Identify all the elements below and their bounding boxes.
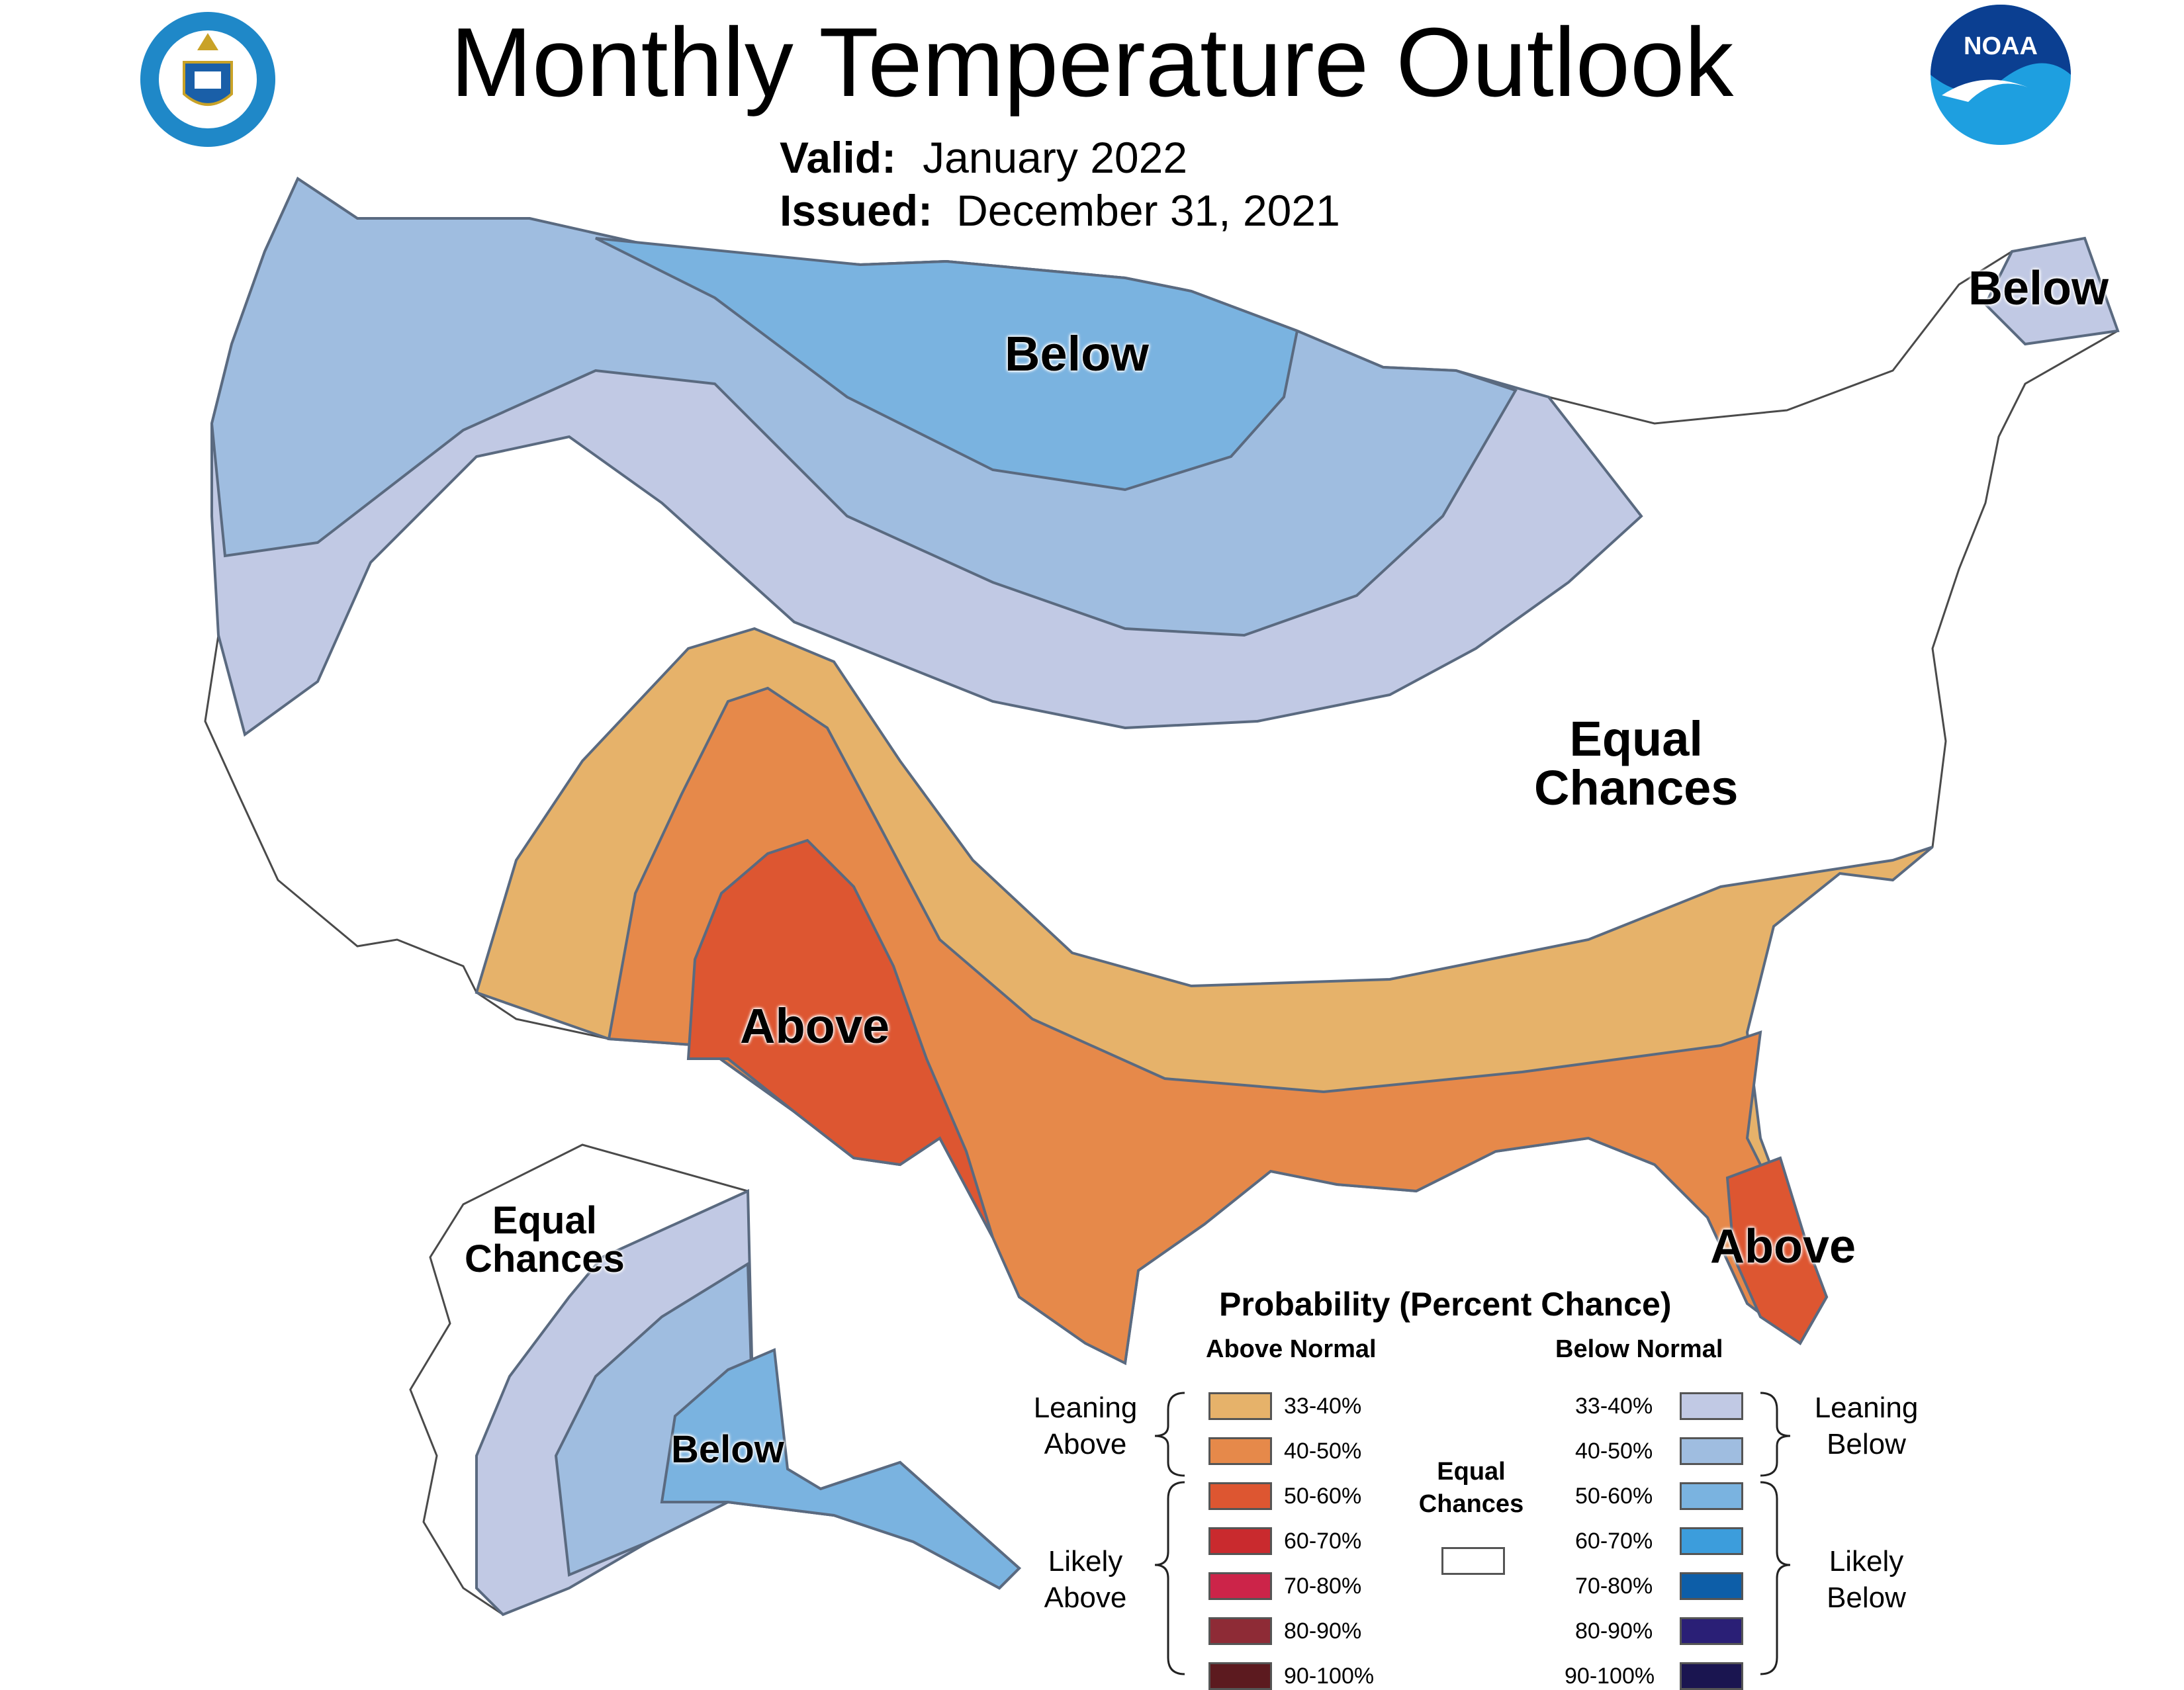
issued-value: December 31, 2021 xyxy=(956,186,1340,235)
conus-above-label: Above xyxy=(740,999,890,1053)
legend-title: Probability (Percent Chance) xyxy=(1219,1286,1672,1323)
below-range-33-40: 33-40% xyxy=(1575,1394,1653,1419)
above-50-60-zone xyxy=(686,838,994,1238)
above-range-90-100: 90-100% xyxy=(1284,1664,1375,1689)
legend-equal-chances-line1: Equal xyxy=(1437,1458,1506,1486)
below-swatch-50-60 xyxy=(1680,1482,1743,1510)
legend-equal-chances-line2: Chances xyxy=(1418,1490,1524,1519)
valid-value: January 2022 xyxy=(923,133,1188,182)
issued-row: Issued: December 31, 2021 xyxy=(780,184,1340,237)
maine-below-label: Below xyxy=(1968,262,2109,315)
alaska-map xyxy=(409,1143,1021,1617)
leaning-below-line1: Leaning xyxy=(1814,1392,1919,1424)
likely-above-line2: Above xyxy=(1044,1581,1127,1614)
above-range-60-70: 60-70% xyxy=(1284,1529,1362,1554)
alaska-below-label: Below xyxy=(671,1428,784,1471)
above-range-40-50: 40-50% xyxy=(1284,1439,1362,1464)
below-swatch-70-80 xyxy=(1680,1572,1743,1600)
alaska-equal-chances-line1: Equal xyxy=(492,1199,597,1242)
below-swatch-40-50 xyxy=(1680,1437,1743,1465)
below-range-60-70: 60-70% xyxy=(1575,1529,1653,1554)
florida-above-50-60-zone xyxy=(1725,1156,1829,1345)
leaning-below-line2: Below xyxy=(1827,1428,1906,1460)
svg-text:NOAA: NOAA xyxy=(1964,32,2038,60)
above-swatch-70-80 xyxy=(1208,1572,1272,1600)
below-range-70-80: 70-80% xyxy=(1575,1574,1653,1599)
likely-below-label: Likely Below xyxy=(1794,1543,1939,1616)
above-range-70-80: 70-80% xyxy=(1284,1574,1362,1599)
below-swatch-33-40 xyxy=(1680,1392,1743,1420)
above-swatch-33-40 xyxy=(1208,1392,1272,1420)
leaning-above-line1: Leaning xyxy=(1033,1392,1138,1424)
above-normal-zones xyxy=(475,627,1934,1366)
below-normal-header: Below Normal xyxy=(1555,1335,1723,1363)
above-range-80-90: 80-90% xyxy=(1284,1619,1362,1644)
conus-below-label: Below xyxy=(1005,326,1149,381)
equal-chances-line1: Equal xyxy=(1569,711,1703,766)
department-of-commerce-seal-icon xyxy=(138,9,278,150)
alaska-equal-chances-label: Equal Chances xyxy=(465,1202,625,1278)
above-swatch-50-60 xyxy=(1208,1482,1272,1510)
valid-label: Valid: xyxy=(780,133,897,182)
likely-above-label: Likely Above xyxy=(1013,1543,1158,1616)
leaning-below-label: Leaning Below xyxy=(1794,1390,1939,1462)
legend-brackets xyxy=(1154,1392,1791,1675)
below-range-40-50: 40-50% xyxy=(1575,1439,1653,1464)
valid-row: Valid: January 2022 xyxy=(780,131,1187,184)
equal-chances-label: Equal Chances xyxy=(1534,715,1738,813)
below-range-50-60: 50-60% xyxy=(1575,1484,1653,1509)
above-swatch-60-70 xyxy=(1208,1527,1272,1555)
leaning-above-line2: Above xyxy=(1044,1428,1127,1460)
likely-above-bracket xyxy=(1154,1481,1185,1675)
likely-below-line2: Below xyxy=(1827,1581,1906,1614)
florida-above-label: Above xyxy=(1710,1220,1856,1273)
likely-below-bracket xyxy=(1760,1481,1791,1675)
below-range-80-90: 80-90% xyxy=(1575,1619,1653,1644)
likely-below-line1: Likely xyxy=(1829,1545,1904,1578)
below-50-60-zone xyxy=(595,237,1299,492)
likely-above-line1: Likely xyxy=(1048,1545,1123,1578)
above-swatch-80-90 xyxy=(1208,1617,1272,1645)
page-title: Monthly Temperature Outlook xyxy=(450,8,1734,117)
leaning-above-bracket xyxy=(1154,1392,1185,1477)
above-range-33-40: 33-40% xyxy=(1284,1394,1362,1419)
leaning-above-label: Leaning Above xyxy=(1013,1390,1158,1462)
alaska-below-50-60-zone xyxy=(660,1348,1021,1590)
below-normal-zones xyxy=(210,177,2120,737)
above-range-50-60: 50-60% xyxy=(1284,1484,1362,1509)
alaska-equal-chances-line2: Chances xyxy=(465,1237,625,1280)
issued-label: Issued: xyxy=(780,186,933,235)
above-swatch-90-100 xyxy=(1208,1662,1272,1690)
legend-equal-chances-label: Equal Chances xyxy=(1402,1456,1541,1521)
noaa-logo-icon: NOAA xyxy=(1929,3,2073,147)
above-swatch-40-50 xyxy=(1208,1437,1272,1465)
above-normal-header: Above Normal xyxy=(1206,1335,1377,1363)
leaning-below-bracket xyxy=(1760,1392,1791,1477)
equal-chances-swatch xyxy=(1441,1547,1505,1575)
below-swatch-90-100 xyxy=(1680,1662,1743,1690)
below-range-90-100: 90-100% xyxy=(1565,1664,1655,1689)
maine-below-zone xyxy=(1983,236,2120,346)
below-swatch-80-90 xyxy=(1680,1617,1743,1645)
equal-chances-line2: Chances xyxy=(1534,760,1739,815)
below-swatch-60-70 xyxy=(1680,1527,1743,1555)
